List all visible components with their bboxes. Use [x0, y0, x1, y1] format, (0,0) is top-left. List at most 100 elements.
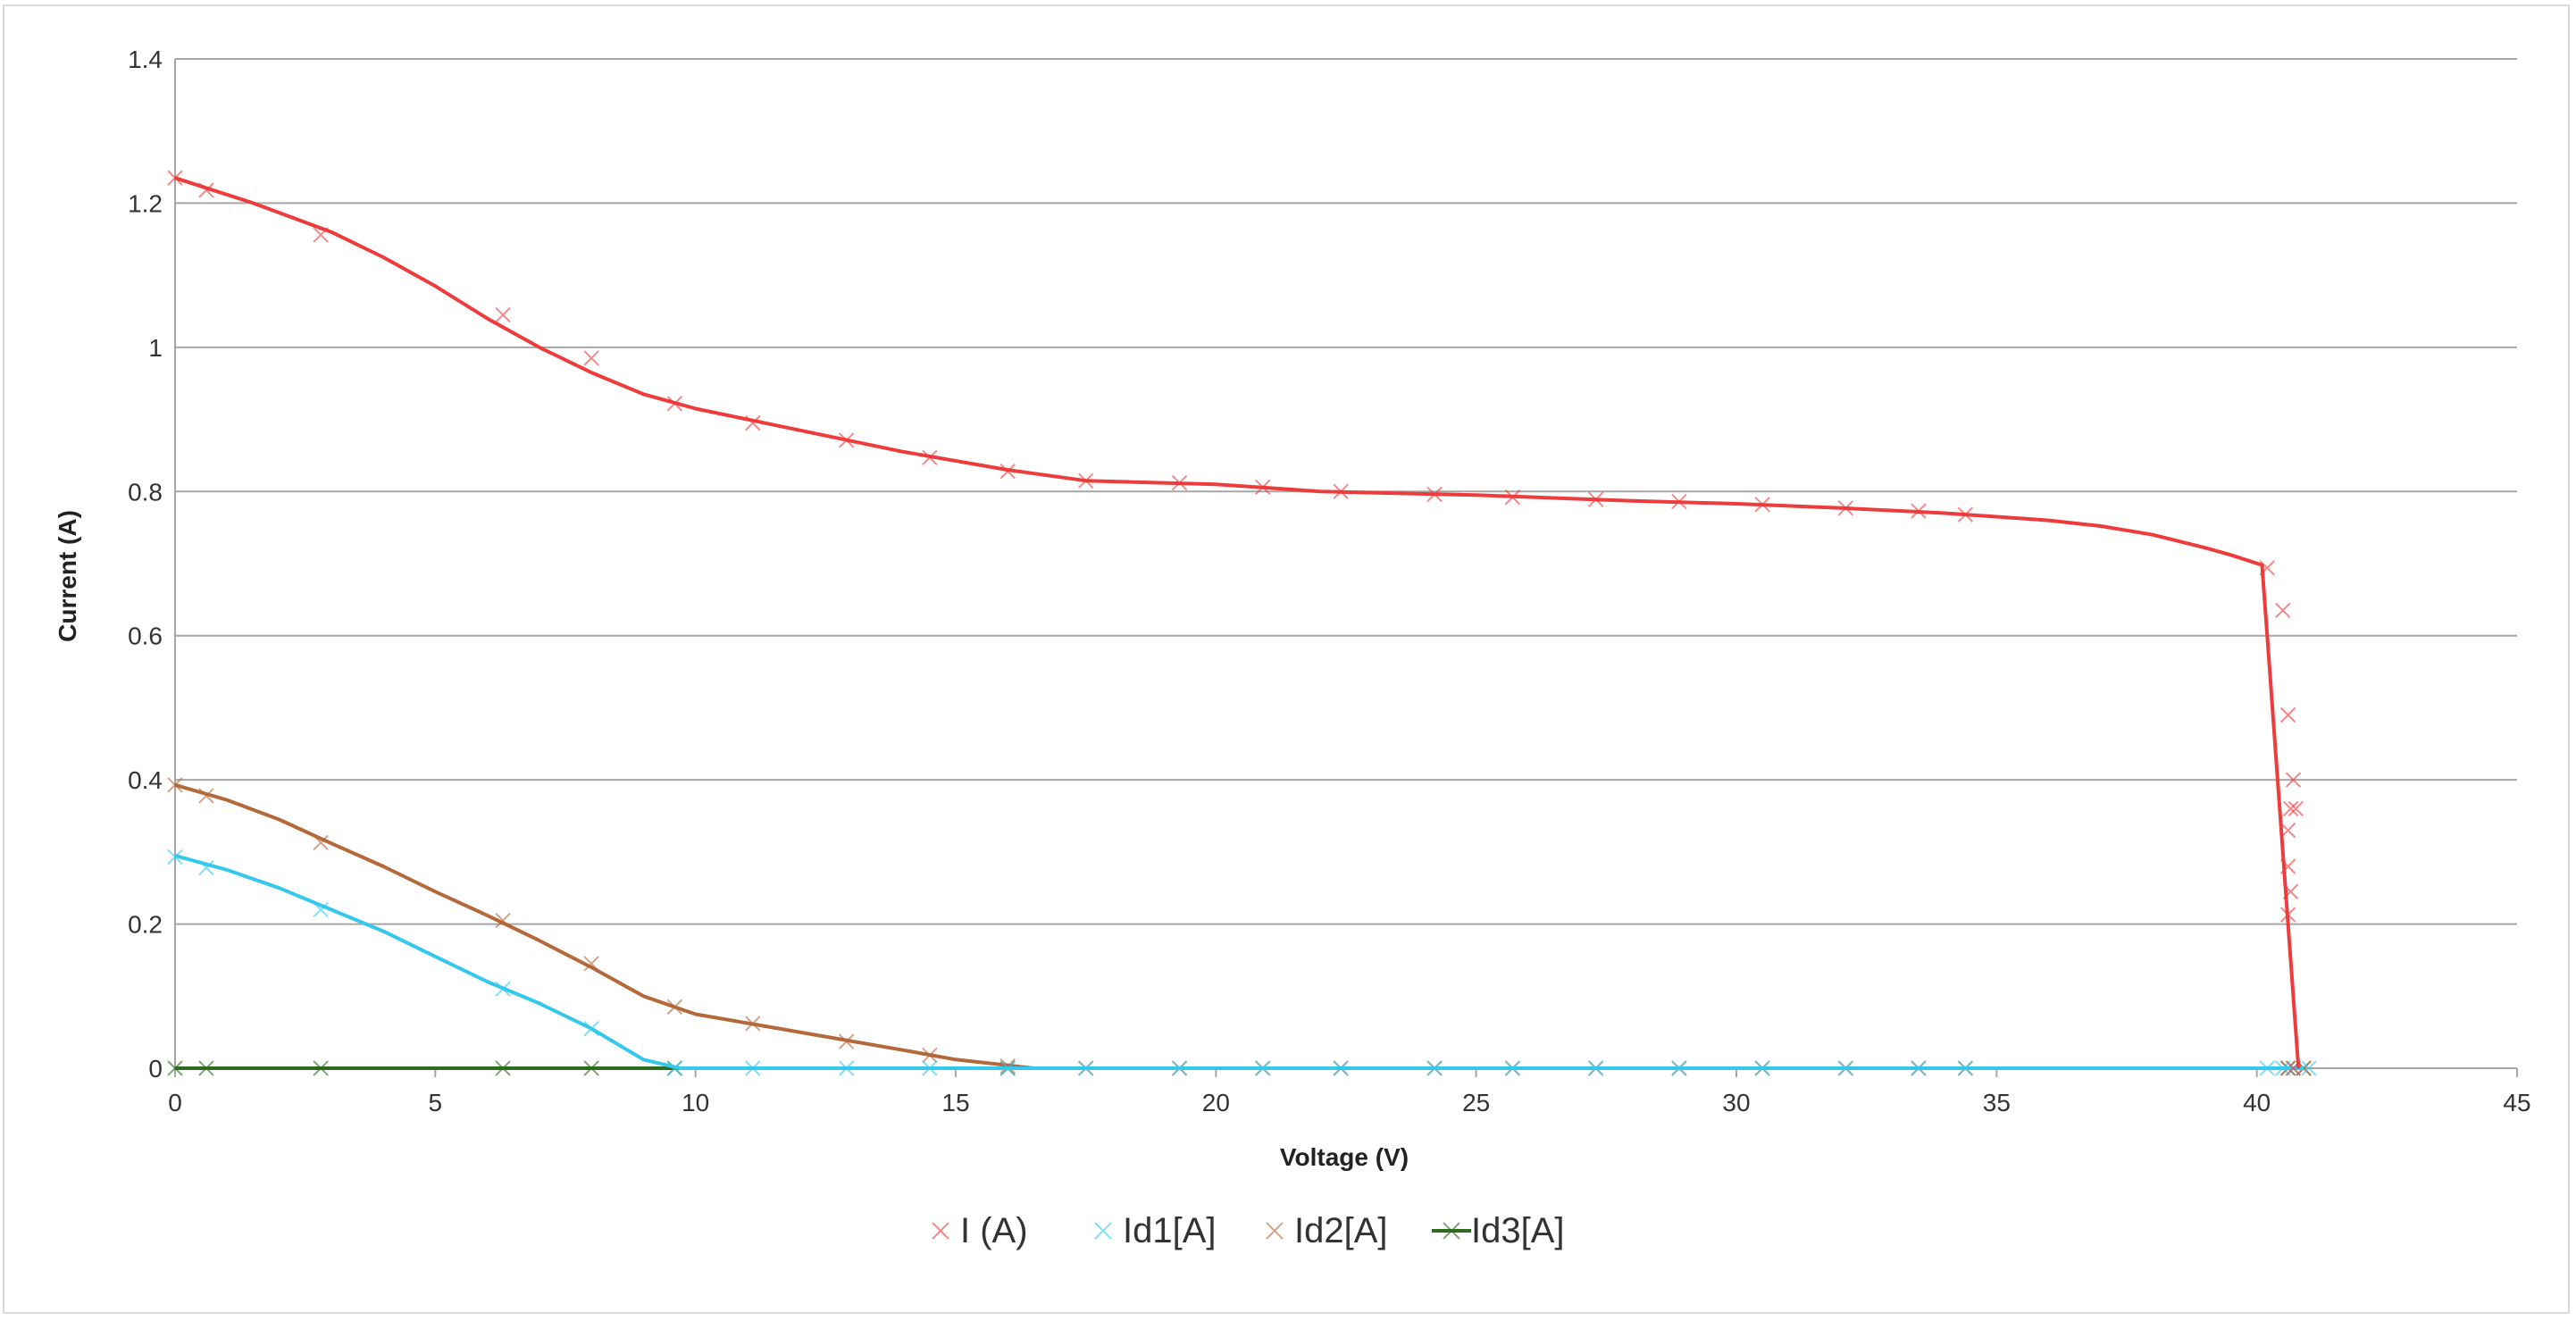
legend-marker — [932, 1222, 949, 1240]
data-point — [999, 1058, 1016, 1074]
x-axis-title: Voltage (V) — [1280, 1143, 1409, 1171]
y-tick-label: 0.2 — [128, 911, 163, 939]
x-tick-label: 5 — [429, 1089, 443, 1116]
data-point — [2275, 602, 2291, 619]
x-tick-label: 30 — [1722, 1089, 1750, 1116]
data-point — [745, 1016, 761, 1032]
data-point — [745, 1060, 761, 1076]
data-point — [1426, 486, 1443, 503]
data-point — [1837, 1060, 1854, 1076]
data-point — [1754, 497, 1770, 513]
data-point — [1333, 1060, 1349, 1076]
data-point — [1957, 1060, 1974, 1076]
data-point — [1171, 474, 1188, 491]
legend-label: Id3[A] — [1471, 1211, 1565, 1250]
data-point — [1754, 1060, 1770, 1076]
y-axis-title: Current (A) — [54, 510, 81, 642]
data-point — [2285, 772, 2302, 788]
series-1 — [167, 849, 2317, 1076]
data-point — [838, 1060, 855, 1076]
data-point — [495, 306, 511, 323]
data-point — [1333, 483, 1349, 499]
data-point — [838, 432, 855, 448]
data-point — [1077, 472, 1094, 489]
data-point — [1837, 500, 1854, 516]
data-point — [167, 777, 183, 793]
legend-item: Id2[A] — [1266, 1211, 1388, 1250]
data-point — [1911, 503, 1927, 519]
line-chart: 0 0.2 0.4 0.6 0.8 1 1.2 1.4 0 5 10 15 20 25 30 35 40 45 V… — [54, 46, 2531, 1250]
data-point — [313, 901, 329, 918]
data-point — [2279, 858, 2296, 874]
data-point — [583, 350, 599, 366]
data-point — [1255, 1060, 1271, 1076]
x-tick-label: 25 — [1462, 1089, 1490, 1116]
data-point — [313, 834, 329, 851]
gridlines — [175, 58, 2517, 925]
data-series — [167, 170, 2317, 1076]
data-point — [495, 981, 511, 997]
y-tick-label: 1.2 — [128, 189, 163, 217]
data-point — [313, 227, 329, 243]
data-point — [1587, 1060, 1604, 1076]
legend-marker — [1094, 1222, 1112, 1240]
chart-frame: 0 0.2 0.4 0.6 0.8 1 1.2 1.4 0 5 10 15 20 25 30 35 40 45 V… — [3, 4, 2570, 1314]
legend-item: Id3[A] — [1432, 1211, 1565, 1250]
data-point — [198, 1060, 214, 1076]
x-tick-label: 40 — [2243, 1089, 2271, 1116]
data-point — [2279, 706, 2296, 723]
data-point — [2285, 1060, 2302, 1076]
data-point — [1426, 1060, 1443, 1076]
x-tick-label: 35 — [1983, 1089, 2011, 1116]
data-point — [1911, 1060, 1927, 1076]
data-point — [999, 1060, 1016, 1076]
data-point — [838, 1033, 855, 1049]
series-0 — [167, 170, 2304, 1076]
y-tick-label: 0.4 — [128, 766, 163, 794]
data-point — [1171, 1060, 1188, 1076]
x-tick-label: 15 — [941, 1089, 969, 1116]
data-point — [2282, 883, 2299, 899]
tick-labels: 0 0.2 0.4 0.6 0.8 1 1.2 1.4 0 5 10 15 20 25 30 35 40 45 — [128, 46, 2531, 1116]
data-point — [666, 999, 683, 1016]
data-point — [198, 859, 214, 876]
data-point — [198, 788, 214, 804]
x-tick-label: 20 — [1202, 1089, 1230, 1116]
x-tick-label: 0 — [168, 1089, 182, 1116]
data-point — [2287, 800, 2304, 817]
data-point — [198, 182, 214, 198]
data-point — [922, 1060, 938, 1076]
y-tick-label: 0.8 — [128, 478, 163, 506]
data-point — [495, 912, 511, 929]
legend-item: I (A) — [932, 1211, 1028, 1250]
y-tick-label: 0.6 — [128, 623, 163, 650]
y-tick-label: 0 — [148, 1055, 163, 1083]
data-point — [583, 1020, 599, 1037]
data-point — [2259, 560, 2276, 576]
data-point — [2301, 1060, 2317, 1076]
data-point — [1255, 479, 1271, 496]
y-tick-label: 1 — [148, 334, 163, 362]
data-point — [922, 449, 938, 466]
data-point — [1957, 506, 1974, 523]
data-point — [1077, 1060, 1094, 1076]
data-point — [2259, 1060, 2276, 1076]
series-line — [174, 782, 2304, 1070]
legend-marker — [1266, 1222, 1284, 1240]
legend: I (A) Id1[A] Id2[A] Id3[A] — [932, 1211, 1565, 1250]
data-point — [167, 849, 183, 865]
data-point — [167, 170, 183, 186]
x-tick-label: 10 — [682, 1089, 709, 1116]
data-point — [666, 1060, 683, 1076]
data-point — [313, 1060, 329, 1076]
series-line — [174, 176, 2301, 1069]
data-point — [1587, 491, 1604, 507]
legend-label: Id2[A] — [1294, 1211, 1388, 1250]
legend-label: I (A) — [960, 1211, 1028, 1250]
series-2 — [167, 777, 2312, 1076]
data-point — [583, 956, 599, 972]
data-point — [1504, 1060, 1521, 1076]
data-point — [745, 414, 761, 431]
legend-marker — [1443, 1222, 1460, 1240]
data-point — [999, 463, 1016, 480]
